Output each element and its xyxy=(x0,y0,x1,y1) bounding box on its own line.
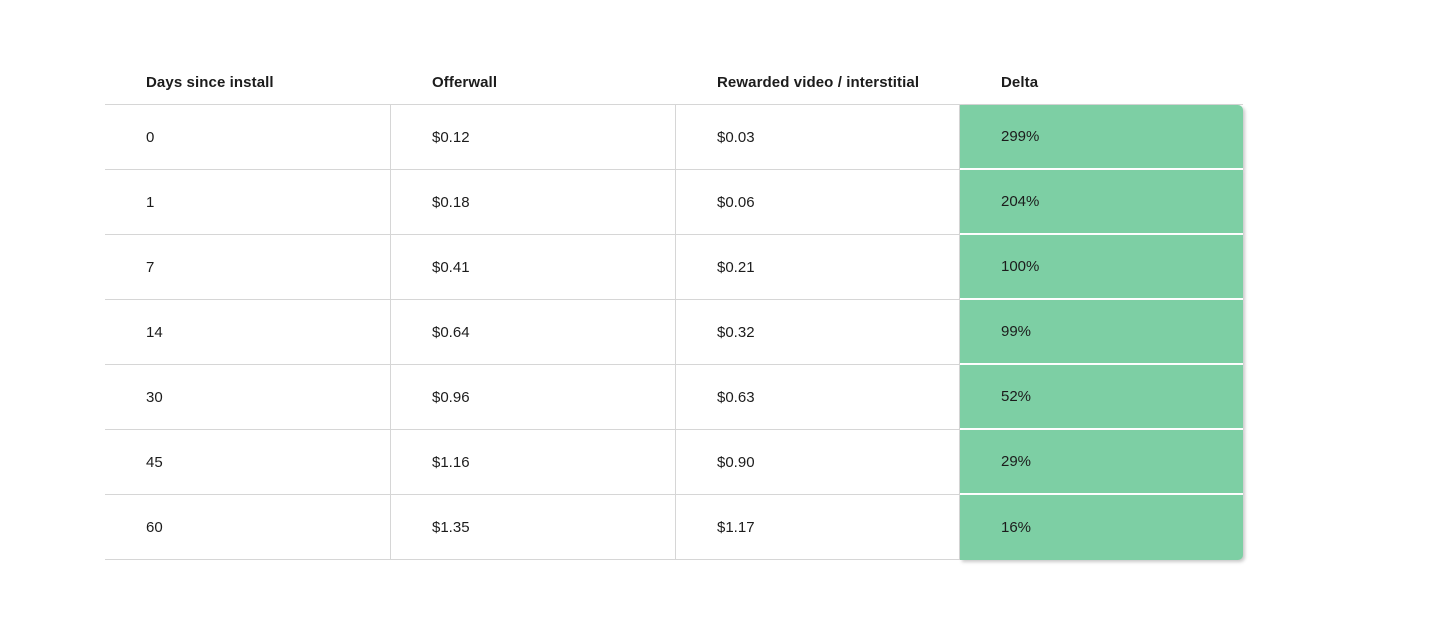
days-since-install-cell: 60 xyxy=(105,495,391,560)
rewarded-video-ecpm-cell: $0.32 xyxy=(676,300,960,365)
offerwall-ecpm-cell: $0.12 xyxy=(391,105,676,170)
offerwall-ecpm-cell: $0.41 xyxy=(391,235,676,300)
rewarded-video-ecpm-cell: $0.21 xyxy=(676,235,960,300)
offerwall-ecpm-cell: $1.16 xyxy=(391,430,676,495)
table-row: 60 $1.35 $1.17 16% xyxy=(105,495,1243,560)
days-since-install-cell: 45 xyxy=(105,430,391,495)
table-row: 1 $0.18 $0.06 204% xyxy=(105,170,1243,235)
delta-percentage-cell: 99% xyxy=(960,300,1243,365)
rewarded-video-ecpm-cell: $0.03 xyxy=(676,105,960,170)
column-header-days-since-install: Days since install xyxy=(105,65,391,105)
days-since-install-cell: 7 xyxy=(105,235,391,300)
table-row: 7 $0.41 $0.21 100% xyxy=(105,235,1243,300)
offerwall-ecpm-cell: $0.18 xyxy=(391,170,676,235)
ecpm-comparison-table: Days since install Offerwall Rewarded vi… xyxy=(105,65,1243,560)
rewarded-video-ecpm-cell: $1.17 xyxy=(676,495,960,560)
table-row: 45 $1.16 $0.90 29% xyxy=(105,430,1243,495)
days-since-install-cell: 1 xyxy=(105,170,391,235)
ecpm-comparison-table-container: Days since install Offerwall Rewarded vi… xyxy=(105,65,1243,560)
offerwall-ecpm-cell: $1.35 xyxy=(391,495,676,560)
column-header-rewarded-video-interstitial: Rewarded video / interstitial xyxy=(676,65,960,105)
table-row: 30 $0.96 $0.63 52% xyxy=(105,365,1243,430)
days-since-install-cell: 14 xyxy=(105,300,391,365)
column-header-offerwall: Offerwall xyxy=(391,65,676,105)
days-since-install-cell: 30 xyxy=(105,365,391,430)
offerwall-ecpm-cell: $0.64 xyxy=(391,300,676,365)
offerwall-ecpm-cell: $0.96 xyxy=(391,365,676,430)
rewarded-video-ecpm-cell: $0.63 xyxy=(676,365,960,430)
table-header-row: Days since install Offerwall Rewarded vi… xyxy=(105,65,1243,105)
delta-percentage-cell: 52% xyxy=(960,365,1243,430)
table-row: 0 $0.12 $0.03 299% xyxy=(105,105,1243,170)
rewarded-video-ecpm-cell: $0.06 xyxy=(676,170,960,235)
column-header-delta: Delta xyxy=(960,65,1243,105)
rewarded-video-ecpm-cell: $0.90 xyxy=(676,430,960,495)
table-row: 14 $0.64 $0.32 99% xyxy=(105,300,1243,365)
delta-percentage-cell: 29% xyxy=(960,430,1243,495)
delta-percentage-cell: 100% xyxy=(960,235,1243,300)
delta-percentage-cell: 299% xyxy=(960,105,1243,170)
delta-percentage-cell: 16% xyxy=(960,495,1243,560)
delta-percentage-cell: 204% xyxy=(960,170,1243,235)
days-since-install-cell: 0 xyxy=(105,105,391,170)
